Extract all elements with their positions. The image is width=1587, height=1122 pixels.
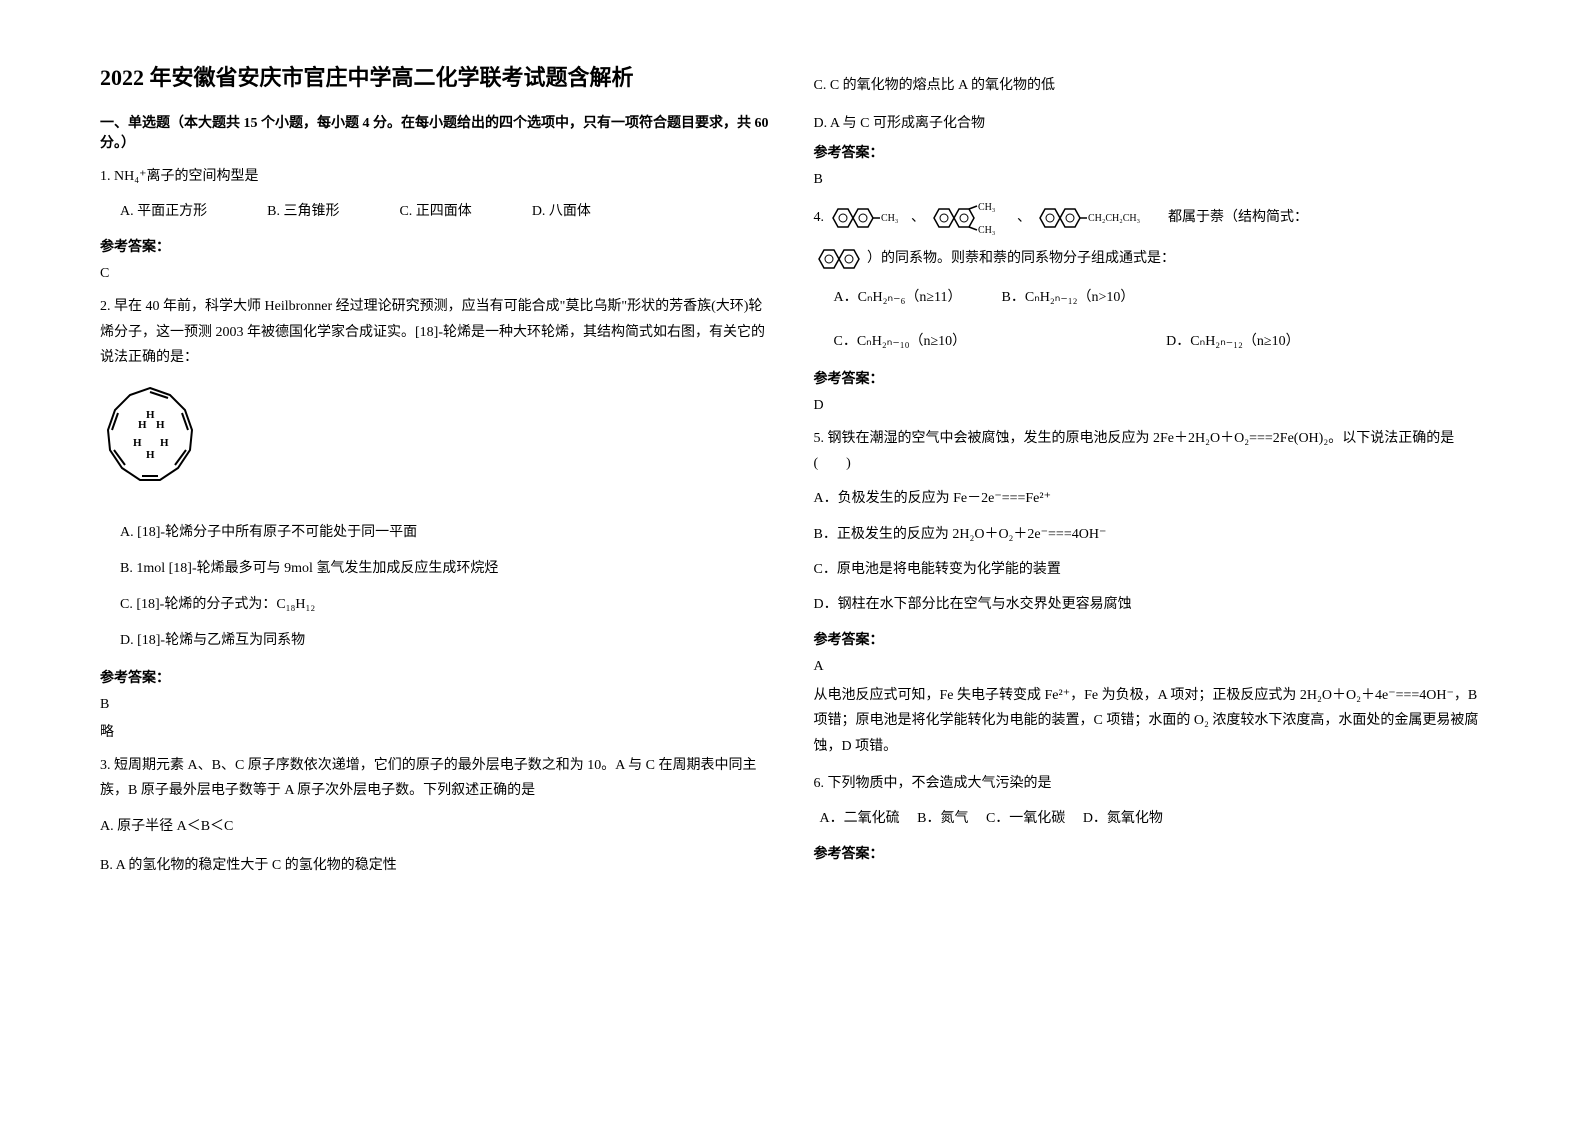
svg-text:CH₃: CH₃ xyxy=(978,202,995,213)
svg-text:CH₃: CH₃ xyxy=(881,213,898,224)
answer-label-1: 参考答案： xyxy=(100,236,774,256)
q4-opt-a: A．CₙH₂ₙ₋₆（n≥11） xyxy=(834,284,962,312)
q4-opt-d: D．CₙH₂ₙ₋₁₂（n≥10） xyxy=(1166,328,1299,356)
question-6: 6. 下列物质中，不会造成大气污染的是 A．二氧化硫 B．氮气 C．一氧化碳 D… xyxy=(814,771,1488,831)
svg-text:H: H xyxy=(160,437,169,449)
q5-stem: 5. 钢铁在潮湿的空气中会被腐蚀，发生的原电池反应为 2Fe＋2H₂O＋O₂==… xyxy=(814,426,1488,476)
q4-mid: 都属于萘（结构简式： xyxy=(1168,210,1308,225)
q2-options: A. [18]-轮烯分子中所有原子不可能处于同一平面 B. 1mol [18]-… xyxy=(120,519,774,655)
q3-opt-c: C. C 的氧化物的熔点比 A 的氧化物的低 xyxy=(814,74,1488,94)
q4-opt-b: B．CₙH₂ₙ₋₁₂（n>10） xyxy=(1002,284,1135,312)
q6-opt-d: D．氮氧化物 xyxy=(1083,811,1163,826)
q1-opt-d: D. 八面体 xyxy=(532,199,591,224)
answer-label-5: 参考答案： xyxy=(814,629,1488,649)
q2-opt-b: B. 1mol [18]-轮烯最多可与 9mol 氢气发生加成反应生成环烷烃 xyxy=(120,555,774,583)
q1-opt-a: A. 平面正方形 xyxy=(120,199,207,224)
q1-opt-b: B. 三角锥形 xyxy=(267,199,339,224)
right-column: C. C 的氧化物的熔点比 A 的氧化物的低 D. A 与 C 可形成离子化合物… xyxy=(794,60,1508,1062)
answer-label-4: 参考答案： xyxy=(814,368,1488,388)
q5-opt-b: B．正极发生的反应为 2H₂O＋O₂＋2e⁻===4OH⁻ xyxy=(814,522,1488,547)
q1-opt-c: C. 正四面体 xyxy=(399,199,471,224)
question-4: 4. CH₃ 、 CH₃ CH₃ 、 xyxy=(814,200,1488,356)
svg-text:H: H xyxy=(133,437,142,449)
q5-answer: A xyxy=(814,659,1488,675)
q3-answer: B xyxy=(814,172,1488,188)
q4-stem-line1: 4. CH₃ 、 CH₃ CH₃ 、 xyxy=(814,200,1488,236)
q1-answer: C xyxy=(100,266,774,282)
question-2: 2. 早在 40 年前，科学大师 Heilbronner 经过理论研究预测，应当… xyxy=(100,294,774,655)
svg-text:CH₃: CH₃ xyxy=(978,225,995,236)
q6-stem: 6. 下列物质中，不会造成大气污染的是 xyxy=(814,771,1488,796)
svg-text:H: H xyxy=(146,409,155,421)
q6-opt-a: A．二氧化硫 xyxy=(820,811,900,826)
left-column: 2022 年安徽省安庆市官庄中学高二化学联考试题含解析 一、单选题（本大题共 1… xyxy=(80,60,794,1062)
q4-suffix: ）的同系物。则萘和萘的同系物分子组成通式是： xyxy=(867,251,1175,266)
q5-opt-a: A．负极发生的反应为 Fe－2e⁻===Fe²⁺ xyxy=(814,486,1488,511)
q4-answer: D xyxy=(814,398,1488,414)
q2-answer: B xyxy=(100,697,774,713)
q6-opt-b: B．氮气 xyxy=(917,811,968,826)
q2-stem: 2. 早在 40 年前，科学大师 Heilbronner 经过理论研究预测，应当… xyxy=(100,294,774,370)
q3-stem: 3. 短周期元素 A、B、C 原子序数依次递增，它们的原子的最外层电子数之和为 … xyxy=(100,753,774,803)
section-header: 一、单选题（本大题共 15 个小题，每小题 4 分。在每小题给出的四个选项中，只… xyxy=(100,112,774,152)
q4-opt-c: C．CₙH₂ₙ₋₁₀（n≥10） xyxy=(834,328,967,356)
q4-prefix: 4. xyxy=(814,210,825,225)
svg-text:H: H xyxy=(156,419,165,431)
svg-text:H: H xyxy=(146,449,155,461)
question-5: 5. 钢铁在潮湿的空气中会被腐蚀，发生的原电池反应为 2Fe＋2H₂O＋O₂==… xyxy=(814,426,1488,617)
q5-explanation: 从电池反应式可知，Fe 失电子转变成 Fe²⁺，Fe 为负极，A 项对；正极反应… xyxy=(814,683,1488,759)
question-1: 1. NH₄⁺离子的空间构型是 A. 平面正方形 B. 三角锥形 C. 正四面体… xyxy=(100,164,774,224)
naphthalene-ch3-icon: CH₃ xyxy=(828,203,908,233)
naphthalene-icon xyxy=(814,244,864,274)
q6-opt-c: C．一氧化碳 xyxy=(986,811,1065,826)
question-3: 3. 短周期元素 A、B、C 原子序数依次递增，它们的原子的最外层电子数之和为 … xyxy=(100,753,774,878)
q4-options: A．CₙH₂ₙ₋₆（n≥11） B．CₙH₂ₙ₋₁₂（n>10） C．CₙH₂ₙ… xyxy=(834,284,1488,356)
q2-opt-a: A. [18]-轮烯分子中所有原子不可能处于同一平面 xyxy=(120,519,774,547)
q2-opt-d: D. [18]-轮烯与乙烯互为同系物 xyxy=(120,627,774,655)
answer-label-2: 参考答案： xyxy=(100,667,774,687)
naphthalene-2ch3-icon: CH₃ CH₃ xyxy=(929,200,1014,236)
q5-opt-c: C．原电池是将电能转变为化学能的装置 xyxy=(814,557,1488,582)
answer-label-3: 参考答案： xyxy=(814,142,1488,162)
molecule-diagram-icon: H H H H H H xyxy=(100,380,200,490)
q3-opt-a: A. 原子半径 A＜B＜C xyxy=(100,814,774,839)
q1-stem: 1. NH₄⁺离子的空间构型是 xyxy=(100,164,774,189)
q5-opt-d: D．钢柱在水下部分比在空气与水交界处更容易腐蚀 xyxy=(814,592,1488,617)
svg-text:CH₂CH₂CH₃: CH₂CH₂CH₃ xyxy=(1088,213,1140,224)
answer-label-6: 参考答案： xyxy=(814,843,1488,863)
page-title: 2022 年安徽省安庆市官庄中学高二化学联考试题含解析 xyxy=(100,60,774,92)
q4-stem-line2: ）的同系物。则萘和萘的同系物分子组成通式是： xyxy=(814,244,1488,274)
q3-opt-d: D. A 与 C 可形成离子化合物 xyxy=(814,112,1488,132)
q3-opt-b: B. A 的氢化物的稳定性大于 C 的氢化物的稳定性 xyxy=(100,853,774,878)
q1-options: A. 平面正方形 B. 三角锥形 C. 正四面体 D. 八面体 xyxy=(120,199,774,224)
naphthalene-propyl-icon: CH₂CH₂CH₃ xyxy=(1035,203,1165,233)
q2-opt-c: C. [18]-轮烯的分子式为：C₁₈H₁₂ xyxy=(120,591,774,619)
q2-note: 略 xyxy=(100,721,774,741)
